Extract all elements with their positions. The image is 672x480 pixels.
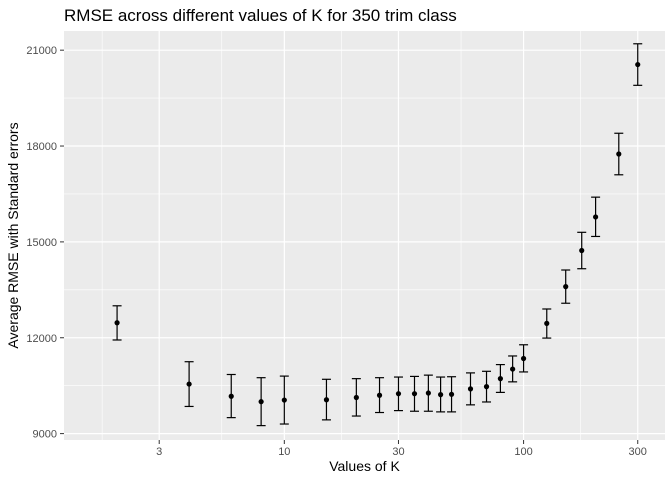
data-point xyxy=(520,355,527,362)
data-point-group xyxy=(508,355,518,383)
data-point xyxy=(635,61,641,68)
data-point xyxy=(593,214,599,220)
data-point xyxy=(510,366,516,372)
data-point xyxy=(438,392,444,398)
x-tick-label: 100 xyxy=(514,446,532,458)
data-point-group xyxy=(375,377,385,414)
data-point xyxy=(425,390,431,396)
data-point xyxy=(544,320,550,326)
data-point xyxy=(579,247,585,254)
data-point-group xyxy=(519,344,529,373)
data-point xyxy=(186,381,192,387)
data-point-group xyxy=(393,376,403,412)
y-tick-label: 9000 xyxy=(33,429,57,441)
data-point xyxy=(114,320,120,326)
grid-minor xyxy=(64,31,665,440)
data-point-group xyxy=(542,308,552,339)
x-axis: 3 10 30 100 300 xyxy=(156,440,647,458)
y-axis: 9000 12000 15000 18000 21000 xyxy=(26,45,64,441)
data-point xyxy=(448,391,455,397)
x-tick-label: 300 xyxy=(629,446,647,458)
data-point-group xyxy=(112,305,122,341)
data-point-group xyxy=(614,132,624,176)
y-tick-label: 15000 xyxy=(26,237,57,249)
data-point-group xyxy=(466,372,476,406)
data-point xyxy=(467,386,474,392)
x-tick-label: 30 xyxy=(392,446,404,458)
data-point xyxy=(353,394,359,401)
data-point-group xyxy=(256,377,266,427)
y-axis-title: Average RMSE with Standard errors xyxy=(5,122,21,348)
data-point-group xyxy=(482,370,492,403)
y-tick-label: 21000 xyxy=(26,45,57,57)
data-point xyxy=(616,151,622,157)
data-point-group xyxy=(447,376,457,413)
data-point-group xyxy=(495,363,505,393)
data-point-group xyxy=(184,361,194,408)
data-point-group xyxy=(577,231,587,270)
data-point xyxy=(281,397,287,403)
data-point-group xyxy=(423,374,433,412)
data-point-group xyxy=(591,196,601,238)
data-point xyxy=(323,397,330,403)
data-point-group xyxy=(561,269,571,304)
y-tick-label: 18000 xyxy=(26,141,57,153)
x-tick-label: 10 xyxy=(278,446,290,458)
data-point-group xyxy=(436,376,446,413)
data-point xyxy=(483,384,490,390)
data-point-group xyxy=(321,378,331,421)
data-point xyxy=(258,399,264,405)
data-point xyxy=(228,393,234,399)
data-point xyxy=(497,376,503,382)
plot-panel xyxy=(64,31,665,440)
data-point xyxy=(563,284,569,290)
x-tick-label: 3 xyxy=(156,446,162,458)
data-point xyxy=(395,391,402,397)
data-point xyxy=(411,391,418,397)
data-point-group xyxy=(351,378,361,417)
x-axis-title: Values of K xyxy=(329,458,400,474)
chart-title: RMSE across different values of K for 35… xyxy=(64,6,457,25)
data-points xyxy=(112,43,643,427)
data-point-group xyxy=(409,375,419,412)
data-point-group xyxy=(226,373,236,419)
data-point-group xyxy=(279,375,289,425)
y-tick-label: 12000 xyxy=(26,333,57,345)
data-point-group xyxy=(633,43,643,86)
data-point xyxy=(376,392,383,398)
